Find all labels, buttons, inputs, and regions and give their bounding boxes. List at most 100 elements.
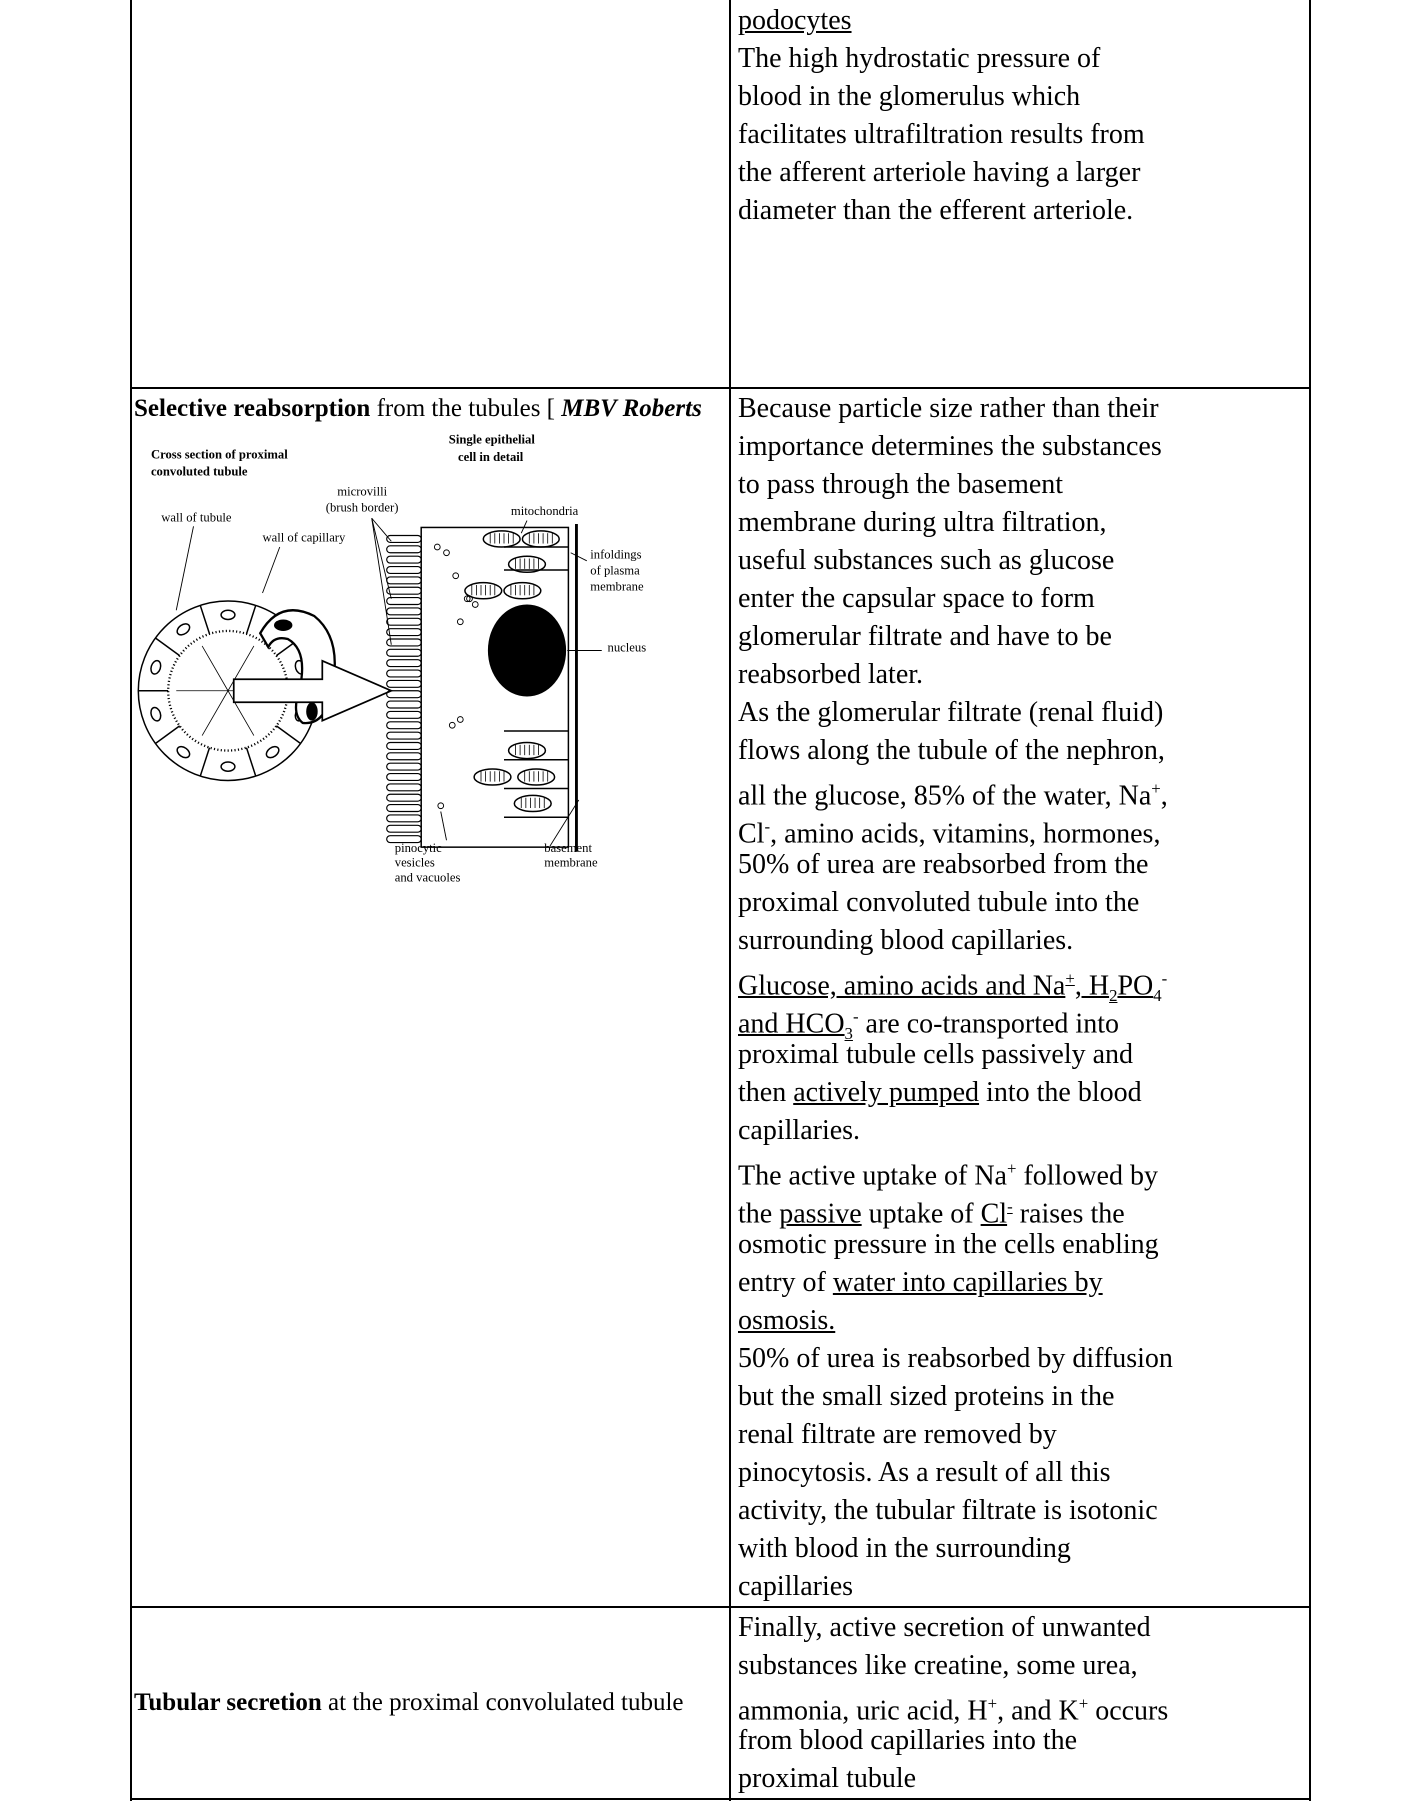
radial [201,645,229,691]
border [729,0,731,1801]
mitochondrion [521,530,560,548]
text-run: 50% of urea are reabsorbed from the [738,849,1149,880]
text-line: but the small sized proteins in the [738,1378,1114,1416]
microvillus [386,555,422,564]
figure-label: nucleus [608,641,647,655]
leader [371,518,392,599]
text-line: surrounding blood capillaries. [738,922,1073,960]
text-run: ammonia, uric acid, H [738,1694,988,1726]
vesicle [466,595,473,603]
text-line: proximal tubule cells passively and [738,1036,1133,1074]
text-run: + [1006,1159,1017,1178]
text-line: substances like creatine, some urea, [738,1647,1138,1685]
arrow [232,659,394,722]
cell-wall [154,637,181,657]
leader [371,517,392,542]
text-line: renal filtrate are removed by [738,1416,1057,1454]
text-line: enter the capsular space to form [738,580,1095,618]
mitochondrion [473,768,512,786]
figure-label: mitochondria [511,504,579,518]
text-run: passive [779,1198,862,1230]
microvillus [386,762,422,771]
microvillus [386,772,422,782]
vesicle [471,601,479,608]
vesicle [456,618,464,626]
vesicle [433,543,441,551]
microvillus [386,721,422,730]
text-line: Glucose, amino acids and Na+, H2PO4- [738,960,1168,1005]
text-run: osmotic pressure in the cells enabling [738,1229,1159,1260]
figure-label: wall of capillary [263,530,347,544]
text-line: As the glomerular filtrate (renal fluid) [738,694,1163,732]
text-run: - [1161,969,1168,988]
text-run: uptake of [861,1198,981,1230]
cell-nucleus [220,761,236,772]
microvillus [386,534,422,543]
text-run: The active uptake of Na [738,1160,1007,1192]
text-run: Cl [980,1198,1008,1230]
cell-wall [275,725,302,745]
mitochondrion [503,581,542,600]
border [130,0,132,1801]
text-line: Cl-, amino acids, vitamins, hormones, [738,808,1160,849]
figure-label: infoldings [590,548,641,562]
cell-wall [199,605,211,635]
text-run: but the small sized proteins in the [738,1381,1115,1412]
microvillus [386,741,422,750]
text-run: membrane during ultra filtration, [738,507,1107,538]
text-run: Because particle size rather than their [738,393,1159,424]
text-run: - [764,817,771,836]
text-line: the passive uptake of Cl- raises the [738,1188,1125,1230]
microvillus [386,783,422,792]
text-run: proximal tubule cells passively and [738,1039,1134,1070]
text-run: 3 [844,1023,853,1043]
text-run: then [738,1077,794,1108]
cell-nucleus [176,623,191,636]
text-run: , and K [997,1694,1079,1726]
text-run: water into capillaries by [832,1267,1103,1298]
rbc [306,702,318,721]
text-run: 4 [1153,985,1162,1005]
text-run: , H [1074,970,1110,1002]
cell-nucleus [176,745,191,759]
text-run: glomerular filtrate and have to be [738,621,1112,652]
text-line: from blood capillaries into the [738,1722,1077,1760]
text-run: followed by [1016,1160,1158,1192]
vesicle [448,721,456,729]
text-run: diameter than the efferent arteriole. [738,195,1134,226]
microvillus [386,607,422,616]
text-run: the [738,1198,780,1230]
microvillus [386,679,422,688]
text-line: diameter than the efferent arteriole. [738,192,1133,230]
text-line: osmosis. [738,1302,835,1340]
text-run: Finally, active secretion of unwanted [738,1612,1151,1643]
text-run: facilitates ultrafiltration results from [738,119,1145,150]
microvillus [386,597,422,606]
text-run: activity, the tubular filtrate is isoton… [738,1495,1158,1526]
text-line: membrane during ultra filtration, [738,504,1107,542]
cell-wall [199,747,211,777]
microvillus [386,710,422,719]
text-run: the afferent arteriole having a larger [738,157,1141,188]
text-run: As the glomerular filtrate (renal fluid) [738,697,1164,728]
text-run: importance determines the substances [738,431,1162,462]
text-line: Tubular secretion at the proximal convol… [134,1684,684,1722]
cell-nucleus [265,745,280,759]
border [130,1606,1311,1608]
text-line: the afferent arteriole having a larger [738,154,1140,192]
text-run: 2 [1109,985,1118,1005]
text-line: facilitates ultrafiltration results from [738,116,1145,154]
text-run: capillaries [738,1571,854,1602]
border [130,1798,1311,1800]
microvillus [386,824,422,833]
mitochondrion [507,741,547,760]
figure-label: microvilli [337,484,387,498]
cell-nucleus [220,609,236,621]
figure-label: basement [544,841,592,855]
text-run: with blood in the surrounding [738,1533,1071,1564]
text-run: entry of [738,1267,833,1298]
microvillus [386,586,422,595]
leader [371,518,392,645]
figure-label: pinocytic [395,841,442,855]
mitochondrion [507,555,547,574]
